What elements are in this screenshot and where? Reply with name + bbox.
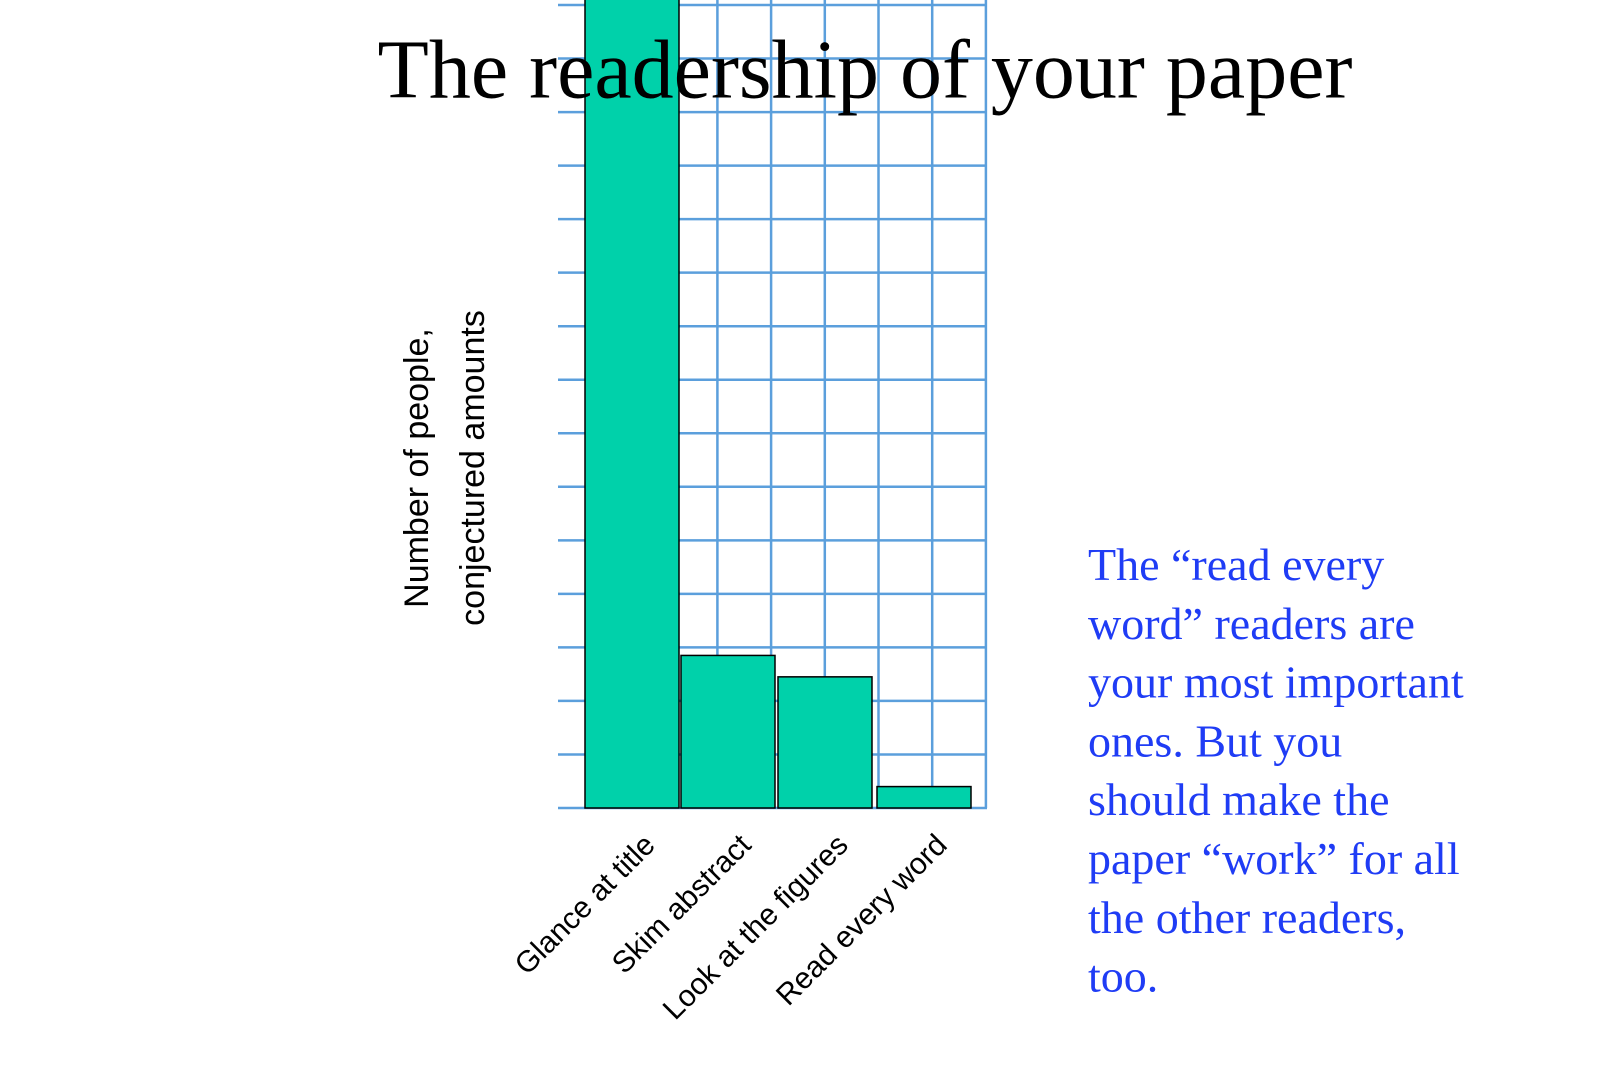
annotation-line: too. [1088, 951, 1158, 1002]
plot-area [558, 0, 988, 810]
y-axis-label: Number of people, conjectured amounts [398, 310, 492, 626]
x-tick-label: Read every word [770, 828, 954, 1012]
annotation: The “read every word” readers are your mos… [1088, 539, 1464, 1002]
annotation-line: should make the [1088, 774, 1390, 825]
bar [680, 654, 776, 809]
annotation-line: your most important [1088, 657, 1464, 708]
annotation-line: The “read every [1088, 539, 1384, 590]
annotation-line: the other readers, [1088, 892, 1406, 943]
bar [777, 676, 873, 809]
annotation-line: paper “work” for all [1088, 833, 1460, 884]
annotation-line: word” readers are [1088, 598, 1415, 649]
x-tick-label: Look at the figures [657, 828, 855, 1026]
bar [584, 0, 680, 809]
y-label-line: Number of people, [398, 328, 436, 608]
annotation-line: ones. But you [1088, 715, 1342, 766]
chart-title: The readership of your paper [378, 23, 1353, 116]
y-label-line: conjectured amounts [454, 310, 492, 626]
bar [876, 785, 972, 809]
